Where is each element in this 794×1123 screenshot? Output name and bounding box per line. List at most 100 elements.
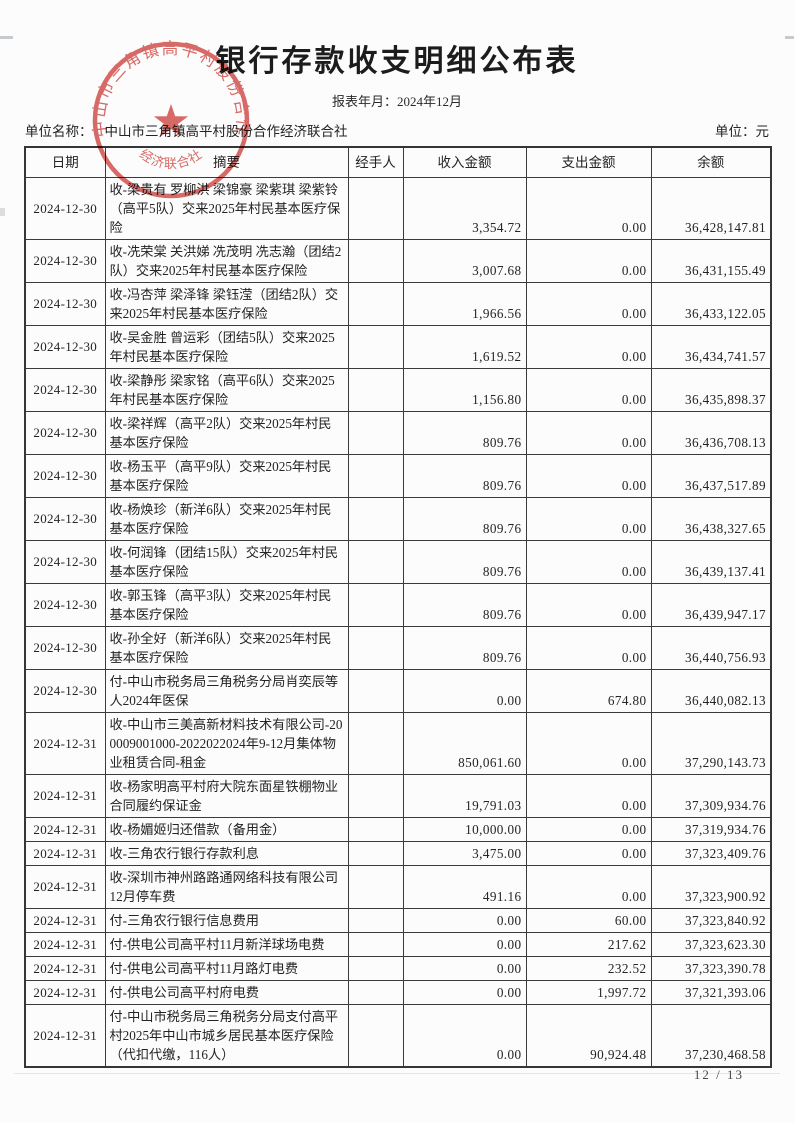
- expense-cell: 0.00: [525, 625, 652, 670]
- income-cell: 491.16: [402, 864, 527, 909]
- table-row: 2024-12-30 收-梁祥辉（高平2队）交来2025年村民基本医疗保险 80…: [24, 410, 772, 455]
- balance-cell: 36,439,137.41: [650, 539, 772, 584]
- date-cell: 2024-12-31: [24, 955, 106, 981]
- handler-cell: [347, 711, 404, 775]
- header-handler: 经手人: [347, 146, 404, 178]
- table-row: 2024-12-31 付-供电公司高平村11月新洋球场电费 0.00 217.6…: [24, 931, 772, 957]
- table-row: 2024-12-31 付-中山市税务局三角税务分局支付高平村2025年中山市城乡…: [24, 1003, 772, 1067]
- income-cell: 0.00: [402, 979, 527, 1005]
- table-row: 2024-12-30 收-冼荣棠 关洪娣 冼茂明 冼志瀚（团结2队）交来2025…: [24, 238, 772, 283]
- expense-cell: 0.00: [525, 238, 652, 283]
- expense-cell: 217.62: [525, 931, 652, 957]
- summary-cell: 付-三角农行银行信息费用: [104, 907, 349, 933]
- date-cell: 2024-12-30: [24, 367, 106, 412]
- date-cell: 2024-12-30: [24, 453, 106, 498]
- summary-cell: 收-冼荣棠 关洪娣 冼茂明 冼志瀚（团结2队）交来2025年村民基本医疗保险: [104, 238, 349, 283]
- balance-cell: 37,323,840.92: [650, 907, 772, 933]
- expense-cell: 0.00: [525, 496, 652, 541]
- handler-cell: [347, 840, 404, 866]
- summary-cell: 付-供电公司高平村11月路灯电费: [104, 955, 349, 981]
- table-row: 2024-12-30 收-郭玉锋（高平3队）交来2025年村民基本医疗保险 80…: [24, 582, 772, 627]
- unit-name-group: 单位名称： 中山市三角镇高平村股份合作经济联合社: [25, 120, 348, 140]
- expense-cell: 0.00: [525, 582, 652, 627]
- handler-cell: [347, 410, 404, 455]
- table-row: 2024-12-31 付-供电公司高平村11月路灯电费 0.00 232.52 …: [24, 955, 772, 981]
- table-header-row: 日期 摘要 经手人 收入金额 支出金额 余额: [24, 146, 772, 178]
- scan-artifact: [785, 36, 794, 39]
- handler-cell: [347, 496, 404, 541]
- table-row: 2024-12-31 收-杨家明高平村府大院东面星铁棚物业合同履约保证金 19,…: [24, 773, 772, 818]
- expense-cell: 0.00: [525, 453, 652, 498]
- summary-cell: 收-杨玉平（高平9队）交来2025年村民基本医疗保险: [104, 453, 349, 498]
- expense-cell: 0.00: [525, 773, 652, 818]
- summary-cell: 付-中山市税务局三角税务分局支付高平村2025年中山市城乡居民基本医疗保险（代扣…: [104, 1003, 349, 1067]
- expense-cell: 232.52: [525, 955, 652, 981]
- summary-cell: 收-何润锋（团结15队）交来2025年村民基本医疗保险: [104, 539, 349, 584]
- date-cell: 2024-12-30: [24, 625, 106, 670]
- handler-cell: [347, 668, 404, 713]
- expense-cell: 0.00: [525, 864, 652, 909]
- handler-cell: [347, 773, 404, 818]
- handler-cell: [347, 931, 404, 957]
- income-cell: 809.76: [402, 453, 527, 498]
- table-row: 2024-12-30 收-吴金胜 曾运彩（团结5队）交来2025年村民基本医疗保…: [24, 324, 772, 369]
- expense-cell: 0.00: [525, 367, 652, 412]
- balance-cell: 37,323,409.76: [650, 840, 772, 866]
- header-expense: 支出金额: [525, 146, 652, 178]
- expense-cell: 0.00: [525, 324, 652, 369]
- balance-cell: 36,428,147.81: [650, 176, 772, 240]
- summary-cell: 付-供电公司高平村府电费: [104, 979, 349, 1005]
- date-cell: 2024-12-30: [24, 668, 106, 713]
- date-cell: 2024-12-31: [24, 840, 106, 866]
- income-cell: 3,007.68: [402, 238, 527, 283]
- income-cell: 809.76: [402, 625, 527, 670]
- balance-cell: 36,435,898.37: [650, 367, 772, 412]
- balance-cell: 36,440,082.13: [650, 668, 772, 713]
- date-cell: 2024-12-30: [24, 539, 106, 584]
- summary-cell: 收-三角农行银行存款利息: [104, 840, 349, 866]
- handler-cell: [347, 324, 404, 369]
- date-cell: 2024-12-30: [24, 238, 106, 283]
- footer-divider: [14, 1073, 780, 1074]
- table-row: 2024-12-31 收-三角农行银行存款利息 3,475.00 0.00 37…: [24, 840, 772, 866]
- balance-cell: 36,437,517.89: [650, 453, 772, 498]
- handler-cell: [347, 539, 404, 584]
- table-row: 2024-12-30 收-孙全好（新洋6队）交来2025年村民基本医疗保险 80…: [24, 625, 772, 670]
- table-row: 2024-12-30 收-何润锋（团结15队）交来2025年村民基本医疗保险 8…: [24, 539, 772, 584]
- table-row: 2024-12-30 付-中山市税务局三角税务分局肖奕辰等人2024年医保 0.…: [24, 668, 772, 713]
- summary-cell: 付-中山市税务局三角税务分局肖奕辰等人2024年医保: [104, 668, 349, 713]
- handler-cell: [347, 176, 404, 240]
- summary-cell: 收-冯杏萍 梁泽锋 梁钰滢（团结2队）交来2025年村民基本医疗保险: [104, 281, 349, 326]
- balance-cell: 36,440,756.93: [650, 625, 772, 670]
- income-cell: 10,000.00: [402, 816, 527, 842]
- page-title: 银行存款收支明细公布表: [215, 45, 579, 78]
- ledger-table: 日期 摘要 经手人 收入金额 支出金额 余额 2024-12-30 收-梁贵有 …: [24, 146, 772, 1068]
- summary-cell: 收-孙全好（新洋6队）交来2025年村民基本医疗保险: [104, 625, 349, 670]
- date-cell: 2024-12-30: [24, 496, 106, 541]
- income-cell: 809.76: [402, 582, 527, 627]
- table-row: 2024-12-31 收-杨媚姬归还借款（备用金） 10,000.00 0.00…: [24, 816, 772, 842]
- table-row: 2024-12-30 收-梁贵有 罗柳洪 梁锦豪 梁紫琪 梁紫铃（高平5队）交来…: [24, 176, 772, 240]
- income-cell: 809.76: [402, 539, 527, 584]
- summary-cell: 收-杨家明高平村府大院东面星铁棚物业合同履约保证金: [104, 773, 349, 818]
- header-date: 日期: [24, 146, 106, 178]
- table-row: 2024-12-30 收-杨玉平（高平9队）交来2025年村民基本医疗保险 80…: [24, 453, 772, 498]
- income-cell: 0.00: [402, 668, 527, 713]
- date-cell: 2024-12-30: [24, 582, 106, 627]
- handler-cell: [347, 367, 404, 412]
- income-cell: 3,475.00: [402, 840, 527, 866]
- expense-cell: 0.00: [525, 176, 652, 240]
- balance-cell: 36,439,947.17: [650, 582, 772, 627]
- summary-cell: 收-杨焕珍（新洋6队）交来2025年村民基本医疗保险: [104, 496, 349, 541]
- balance-cell: 36,433,122.05: [650, 281, 772, 326]
- scan-artifact: [0, 36, 13, 39]
- handler-cell: [347, 453, 404, 498]
- income-cell: 0.00: [402, 955, 527, 981]
- balance-cell: 37,290,143.73: [650, 711, 772, 775]
- handler-cell: [347, 907, 404, 933]
- scan-artifact: [0, 208, 5, 216]
- table-row: 2024-12-30 收-梁静彤 梁家铭（高平6队）交来2025年村民基本医疗保…: [24, 367, 772, 412]
- expense-cell: 0.00: [525, 281, 652, 326]
- handler-cell: [347, 816, 404, 842]
